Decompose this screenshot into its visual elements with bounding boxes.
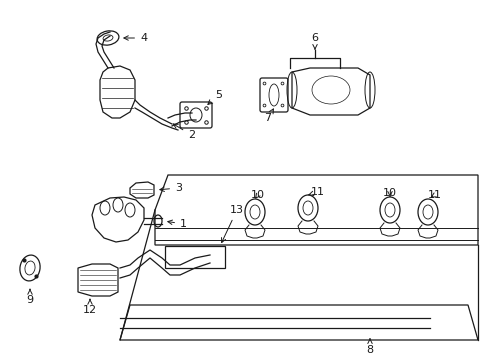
Text: 10: 10 — [250, 190, 264, 200]
Text: 4: 4 — [123, 33, 147, 43]
Text: 3: 3 — [160, 183, 182, 193]
Text: 5: 5 — [207, 90, 222, 104]
Text: 10: 10 — [382, 188, 396, 198]
Text: 6: 6 — [311, 33, 318, 49]
Text: 12: 12 — [83, 300, 97, 315]
Text: 11: 11 — [307, 187, 325, 197]
Text: 11: 11 — [427, 190, 441, 200]
Text: 9: 9 — [26, 289, 34, 305]
Text: 2: 2 — [173, 124, 195, 140]
Text: 7: 7 — [264, 109, 273, 123]
Text: 8: 8 — [366, 339, 373, 355]
Text: 13: 13 — [221, 205, 244, 243]
Text: 1: 1 — [167, 219, 186, 229]
